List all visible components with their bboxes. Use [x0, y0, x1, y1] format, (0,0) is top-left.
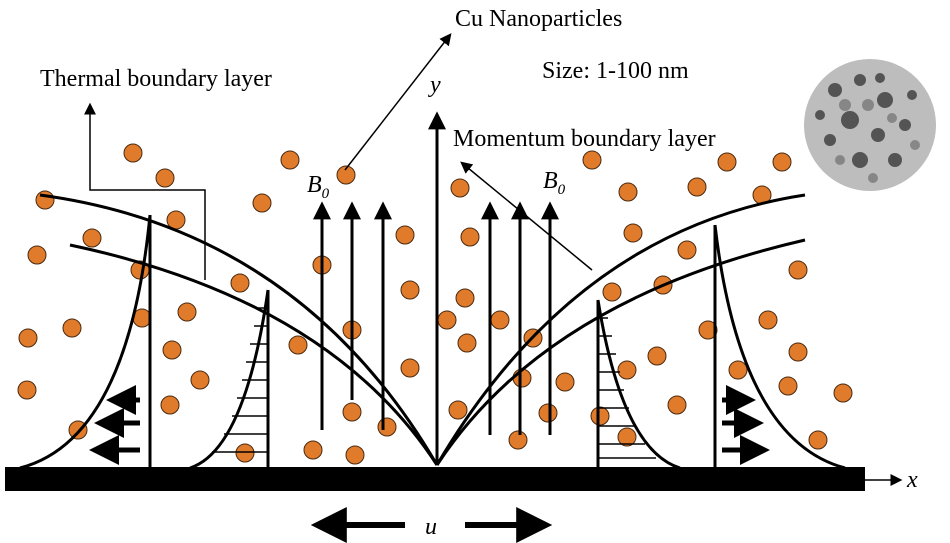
- field-symbol: B: [307, 172, 322, 198]
- nanoparticle: [772, 152, 792, 172]
- momentum-label: Momentum boundary layer: [453, 126, 716, 152]
- nanoparticle: [400, 280, 420, 300]
- nanoparticle: [280, 150, 300, 170]
- nanoparticle: [395, 225, 415, 245]
- nanoparticle: [555, 372, 575, 392]
- nanoparticle: [617, 360, 637, 380]
- y-axis-label: y: [428, 72, 441, 98]
- nanoparticle: [342, 402, 362, 422]
- x-axis-label: x: [906, 467, 918, 493]
- nanoparticle: [345, 445, 365, 465]
- nanoparticle: [448, 400, 468, 420]
- field-symbol: B: [543, 168, 558, 194]
- size-label: Size: 1-100 nm: [542, 58, 689, 84]
- nanoparticle: [667, 395, 687, 415]
- magnetic-field-arrows: [313, 201, 559, 435]
- velocity-label: u: [425, 514, 437, 540]
- nanoparticle: [162, 340, 182, 360]
- nanoparticle: [508, 430, 528, 450]
- nanoparticle: [252, 193, 272, 213]
- nanoparticle: [35, 190, 55, 210]
- nanoparticle: [778, 376, 798, 396]
- nanoparticle: [538, 403, 558, 423]
- nanoparticle: [190, 370, 210, 390]
- nanoparticle: [177, 302, 197, 322]
- nanoparticle: [617, 427, 637, 447]
- nanoparticle: [155, 168, 175, 188]
- nanoparticle: [788, 342, 808, 362]
- nanoparticle: [647, 346, 667, 366]
- nanoparticle: [788, 260, 808, 280]
- boundary-layer-curves: [39, 193, 806, 466]
- field-label: B0: [307, 172, 330, 202]
- plate: [5, 467, 865, 491]
- nanoparticle: [62, 318, 82, 338]
- nanoparticle: [460, 227, 480, 247]
- thermal-pointer: [84, 102, 206, 280]
- nanoparticle: [582, 150, 602, 170]
- nanoparticle: [400, 358, 420, 378]
- flow-arrows: [89, 385, 770, 465]
- nanoparticle: [728, 360, 748, 380]
- nanoparticle: [235, 443, 255, 463]
- velocity-profiles: [19, 214, 846, 470]
- field-subscript: 0: [322, 186, 330, 202]
- thermal-label: Thermal boundary layer: [40, 66, 272, 92]
- nanoparticle: [717, 152, 737, 172]
- nanoparticle: [758, 310, 778, 330]
- nanoparticle: [230, 273, 250, 293]
- nanoparticle: [618, 182, 638, 202]
- nanoparticle: [18, 328, 38, 348]
- nanoparticle: [377, 417, 397, 437]
- nanoparticle: [677, 240, 697, 260]
- tem-image: [804, 59, 936, 191]
- nanoparticle: [303, 440, 323, 460]
- nanoparticle: [833, 383, 853, 403]
- nanoparticle: [336, 165, 356, 185]
- nanoparticle: [450, 178, 470, 198]
- nanoparticle: [808, 430, 828, 450]
- nanoparticle-pointer: [344, 33, 452, 171]
- field-label: B0: [543, 168, 566, 198]
- nanoparticle: [602, 282, 622, 302]
- nanoparticle: [457, 333, 477, 353]
- nanoparticle: [623, 223, 643, 243]
- nanoparticles-label: Cu Nanoparticles: [455, 6, 622, 32]
- nanoparticle: [160, 395, 180, 415]
- momentum-pointer: [460, 161, 593, 271]
- nanoparticle: [17, 380, 37, 400]
- nanoparticle: [437, 310, 457, 330]
- nanoparticle: [687, 177, 707, 197]
- nanoparticle: [288, 335, 308, 355]
- nanoparticle: [490, 310, 510, 330]
- nanoparticle: [698, 320, 718, 340]
- nanoparticle: [455, 288, 475, 308]
- field-subscript: 0: [558, 182, 566, 198]
- nanoparticle: [27, 245, 47, 265]
- nanoparticle: [123, 143, 143, 163]
- nanoparticle: [82, 228, 102, 248]
- nanoparticle: [590, 406, 610, 426]
